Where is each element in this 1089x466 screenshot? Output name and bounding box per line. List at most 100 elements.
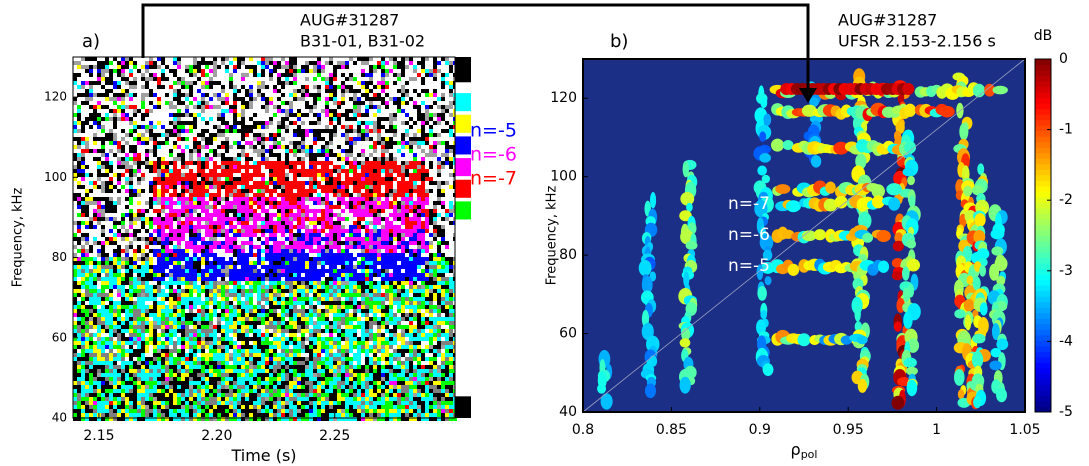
- cell: [85, 149, 89, 153]
- cell: [341, 261, 345, 265]
- cell: [189, 85, 193, 89]
- cell: [365, 161, 369, 165]
- cell: [417, 169, 421, 173]
- cell: [377, 57, 381, 61]
- cell: [341, 249, 345, 253]
- cell: [201, 125, 205, 129]
- cell: [249, 245, 253, 249]
- cell: [293, 121, 297, 125]
- cell: [337, 241, 341, 245]
- cell: [437, 197, 441, 201]
- cell: [401, 89, 405, 93]
- cell: [173, 245, 177, 249]
- cell: [257, 241, 261, 245]
- cell: [173, 137, 177, 141]
- cell: [285, 249, 289, 253]
- cell: [365, 189, 369, 193]
- cell: [377, 197, 381, 201]
- cell: [269, 173, 273, 177]
- cell: [445, 145, 449, 149]
- cell: [209, 225, 213, 229]
- cell: [189, 261, 193, 265]
- cell: [125, 113, 129, 117]
- cell: [333, 217, 337, 221]
- cell: [281, 185, 285, 189]
- cell: [77, 261, 81, 265]
- cell: [201, 257, 205, 261]
- cell: [129, 81, 133, 85]
- cell: [413, 69, 417, 73]
- cell: [277, 57, 281, 61]
- cell: [129, 261, 133, 265]
- cell: [365, 241, 369, 245]
- cell: [277, 257, 281, 261]
- cell: [353, 77, 357, 81]
- cell: [345, 69, 349, 73]
- cell: [225, 117, 229, 121]
- cell: [345, 109, 349, 113]
- cell: [433, 161, 437, 165]
- cell: [293, 185, 297, 189]
- cell: [281, 113, 285, 117]
- cell: [157, 221, 161, 225]
- cell: [341, 169, 345, 173]
- cell: [377, 153, 381, 157]
- cell: [169, 217, 173, 221]
- cell: [357, 125, 361, 129]
- cell: [133, 65, 137, 69]
- cell: [229, 253, 233, 257]
- cell: [93, 173, 97, 177]
- cell: [141, 69, 145, 73]
- cell: [297, 65, 301, 69]
- cell: [365, 61, 369, 65]
- cell: [121, 117, 125, 121]
- cell: [205, 177, 209, 181]
- cell: [417, 181, 421, 185]
- cell: [221, 229, 225, 233]
- cell: [125, 105, 129, 109]
- cell: [189, 245, 193, 249]
- cell: [425, 121, 429, 125]
- cell: [313, 193, 317, 197]
- cell: [129, 61, 133, 65]
- cell: [313, 161, 317, 165]
- cell: [433, 133, 437, 137]
- cell: [401, 161, 405, 165]
- cell: [389, 153, 393, 157]
- cell: [421, 169, 425, 173]
- cell: [433, 169, 437, 173]
- cell: [205, 81, 209, 85]
- cell: [357, 245, 361, 249]
- cell: [117, 197, 121, 201]
- cell: [141, 141, 145, 145]
- cell: [321, 69, 325, 73]
- cell: [413, 137, 417, 141]
- cell: [137, 93, 141, 97]
- cell: [289, 161, 293, 165]
- cell: [201, 149, 205, 153]
- cell: [377, 257, 381, 261]
- cell: [113, 101, 117, 105]
- cell: [157, 229, 161, 233]
- cell: [381, 253, 385, 257]
- cell: [341, 77, 345, 81]
- cell: [345, 257, 349, 261]
- cell: [389, 165, 393, 169]
- cell: [237, 197, 241, 201]
- cell: [433, 93, 437, 97]
- cell: [169, 137, 173, 141]
- cell: [225, 241, 229, 245]
- cell: [97, 121, 101, 125]
- cell: [397, 89, 401, 93]
- cell: [389, 69, 393, 73]
- cell: [117, 57, 121, 61]
- cell: [197, 133, 201, 137]
- cell: [209, 173, 213, 177]
- cell: [425, 129, 429, 133]
- cell: [237, 101, 241, 105]
- cell: [221, 73, 225, 77]
- cell: [193, 261, 197, 265]
- cell: [157, 169, 161, 173]
- cell: [417, 209, 421, 213]
- cell: [277, 69, 281, 73]
